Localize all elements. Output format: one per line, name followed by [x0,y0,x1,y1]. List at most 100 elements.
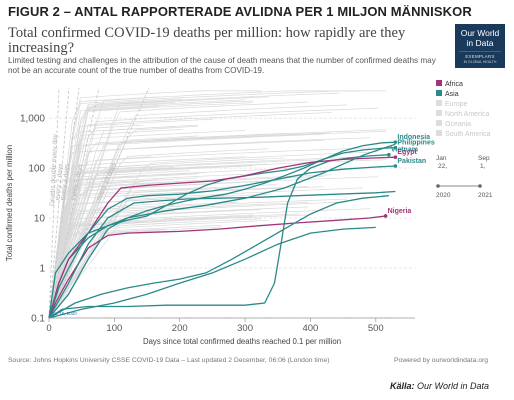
logo-tagline: EXEMPLARS [459,51,501,60]
y-tick-label: 0.1 [31,314,45,325]
background-country-line [48,172,206,319]
legend: Africa Asia Europe North America Oceania Sout… [436,80,491,138]
background-country-line [48,159,324,319]
background-country-line [48,151,379,319]
legend-label: Asia [445,91,459,98]
x-tick-label: 300 [237,323,253,334]
background-country-line [48,201,238,319]
logo-line-1: Our World [460,28,500,38]
powered-by-link[interactable]: Powered by ourworldindata.org [394,357,489,364]
background-country-line [48,107,379,319]
y-tick-label: 10 [34,214,46,225]
timeline-end-label: Sep [478,155,490,162]
background-country-line [48,186,324,319]
series-end-point [387,152,391,157]
background-country-line [48,131,387,319]
background-country-line [48,156,152,319]
background-country-line [48,202,167,319]
background-country-line [48,96,269,319]
series-label: Pakistan [397,158,426,165]
legend-swatch [436,100,442,106]
legend-label: South America [445,131,491,138]
background-country-line [48,209,261,319]
background-country-line [48,184,277,319]
image-credit: Källa: Our World in Data [390,381,489,391]
background-country-line [48,100,253,319]
series-label: Vietnam [391,147,418,154]
series-label: Indonesia [397,134,430,141]
background-country-line [48,101,308,319]
legend-swatch [436,110,442,116]
chart-subtitle: Limited testing and challenges in the at… [8,56,436,75]
series-end-point [393,145,398,150]
doubling-line [48,87,70,319]
background-country-line [48,137,371,319]
legend-label: Europe [445,101,468,108]
background-country-line [48,139,324,319]
background-country-line [48,213,301,319]
x-tick-label: 500 [368,323,384,334]
doubling-reference-lines: Deaths double every day...every 2 days..… [48,87,150,319]
series-end-point [383,214,388,218]
x-tick-label: 200 [172,323,188,334]
background-country-line [48,179,214,319]
y-tick-label: 1 [39,264,45,275]
x-tick-label: 0 [46,323,51,334]
y-tick-label: 1,000 [20,114,45,125]
background-country-line [48,99,246,319]
series-line [48,215,386,319]
legend-label: North America [445,111,489,118]
doubling-line [48,87,80,319]
legend-swatch [436,120,442,126]
background-country-line [48,224,222,319]
timeline-start-handle [436,184,440,188]
figure-heading: FIGUR 2 – ANTAL RAPPORTERADE AVLIDNA PER… [8,4,472,19]
doubling-line [48,87,100,319]
series-label: Egypt [397,149,417,156]
background-country-line [48,186,246,319]
doubling-line [48,87,150,319]
background-country-line [48,124,144,319]
series-line [48,165,396,319]
background-country-line [48,147,371,319]
logo-tagline-2: IN GLOBAL HEALTH [463,60,497,64]
series-line [48,190,396,319]
background-country-line [48,180,277,319]
timeline-start-label: Jan [436,155,447,162]
background-country-line [48,214,253,319]
x-axis-label: Days since total confirmed deaths reache… [143,337,341,346]
timeline-end-label-year: 2021 [478,192,493,199]
x-tick-label: 400 [302,323,318,334]
logo-line-2: in Data [466,38,494,48]
background-country-line [48,195,230,319]
timeline-start-label-year: 2020 [436,192,451,199]
series-line [48,143,396,319]
series-line [48,226,376,319]
owid-logo[interactable]: Our World in Data EXEMPLARS IN GLOBAL HE… [455,24,505,68]
legend-swatch [436,80,442,86]
credit-label: Källa: [390,381,415,391]
x-tick-label: 100 [106,323,122,334]
background-country-line [48,156,246,319]
background-country-line [48,173,253,319]
background-country-line [48,198,348,319]
series-line [48,156,396,319]
legend-label: Africa [445,81,463,88]
background-country-line [48,156,363,319]
series-line [48,147,396,319]
series-label: Nigeria [388,208,412,215]
background-country-line [48,201,348,319]
axes: 0.1 1 10 100 1,000 0 100 200 300 400 500 Days since… [5,114,415,346]
series-label: Philippines [397,140,434,147]
chart-title: Total confirmed COVID-19 deaths per mill… [8,25,406,56]
legend-label: Oceania [445,121,471,128]
credit-source: Our World in Data [417,381,490,391]
background-country-line [48,129,387,319]
timeline-end-handle [478,184,482,188]
series-end-point [393,140,398,144]
background-country-line [48,133,324,319]
y-axis-label: Total confirmed deaths per million [5,145,14,261]
doubling-line-label: Deaths double every day [49,133,59,206]
